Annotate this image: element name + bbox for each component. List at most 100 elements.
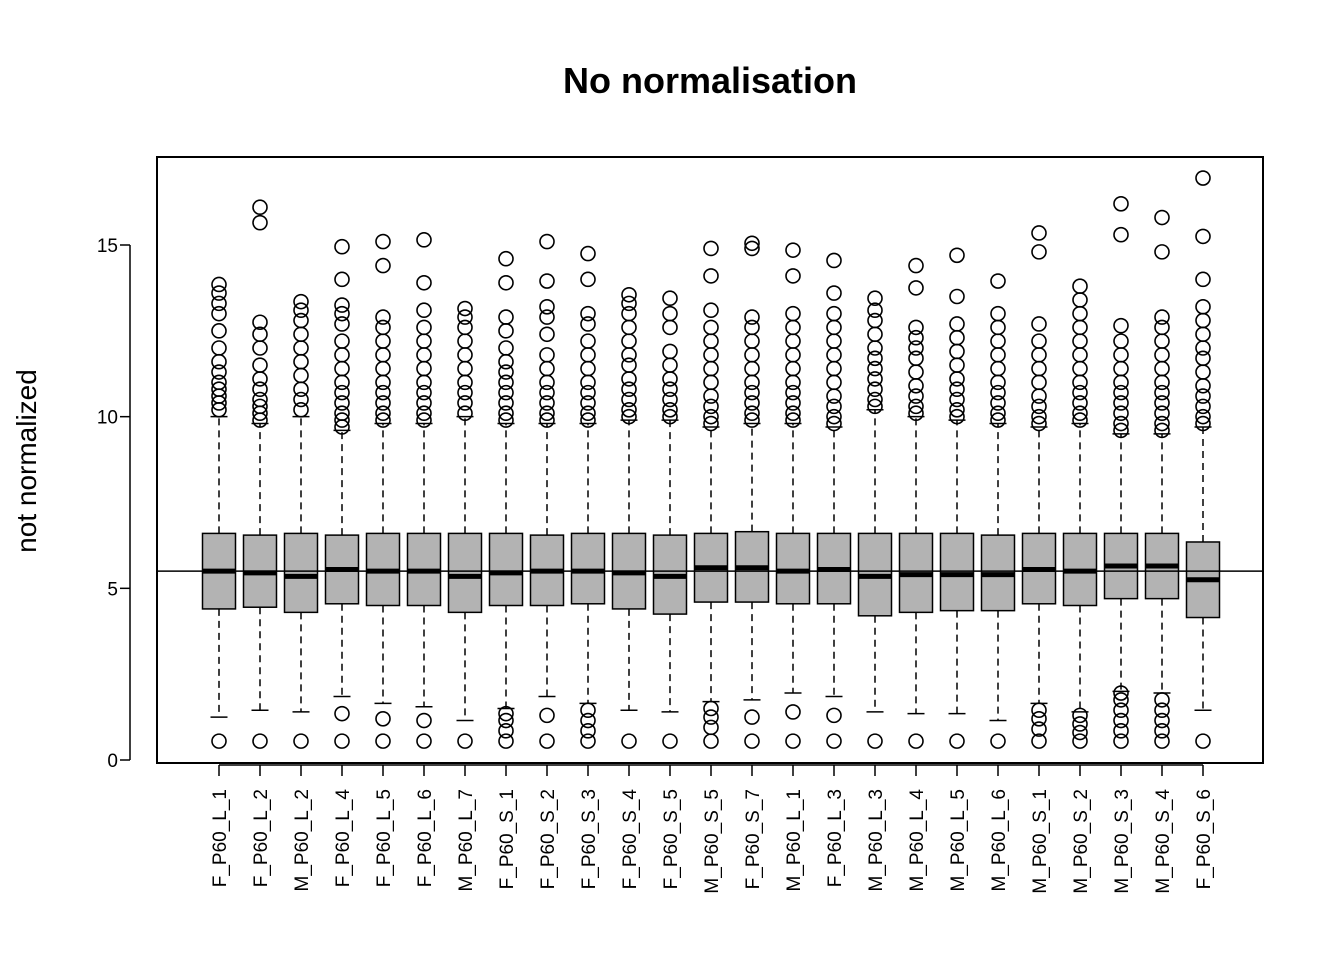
outlier-point [703, 700, 719, 717]
outlier-point [498, 405, 514, 422]
y-tick-label: 0 [107, 751, 118, 772]
outlier-point [1072, 278, 1088, 295]
outlier-point [867, 398, 883, 415]
outlier-point [293, 302, 309, 319]
outlier-point [908, 340, 924, 356]
x-tick-label: M_P60_L_2 [292, 789, 313, 891]
outlier-point [539, 273, 555, 289]
outlier-point [1113, 395, 1129, 411]
box [488, 532, 524, 607]
outlier-point [211, 364, 227, 380]
outlier-point [949, 408, 965, 425]
outlier-point [1195, 398, 1211, 415]
outlier-point [498, 412, 514, 428]
outlier-point [457, 309, 473, 325]
outlier-point [1113, 415, 1129, 432]
outlier-point [908, 733, 924, 749]
outlier-point [867, 350, 883, 367]
outlier-point [785, 384, 801, 401]
outlier-point [1154, 415, 1170, 432]
outlier-point [539, 395, 555, 411]
outlier-point [211, 305, 227, 322]
outlier-point [334, 305, 350, 322]
outlier-point [1113, 702, 1129, 719]
outlier-point [211, 276, 227, 293]
outlier-point [252, 326, 268, 343]
outlier-point [990, 412, 1006, 428]
outlier-point [211, 285, 227, 301]
outlier-point [1113, 723, 1129, 739]
outlier-point [252, 214, 268, 231]
outlier-point [1031, 710, 1047, 727]
outlier-point [498, 250, 514, 267]
outlier-point [826, 415, 842, 432]
outlier-point [1072, 707, 1088, 724]
outlier-point [1072, 412, 1088, 428]
outlier-point [703, 415, 719, 432]
outlier-point [293, 293, 309, 310]
outlier-point [744, 733, 760, 749]
outlier-point [826, 733, 842, 749]
outlier-point [580, 245, 596, 262]
outlier-point [785, 412, 801, 428]
outlier-point [703, 719, 719, 736]
outlier-point [908, 350, 924, 367]
outlier-point [334, 316, 350, 332]
outlier-point [580, 305, 596, 322]
outlier-point [949, 401, 965, 418]
outlier-point [949, 391, 965, 408]
outlier-point [826, 408, 842, 425]
outlier-point [539, 298, 555, 315]
outlier-point [498, 274, 514, 291]
outlier-point [539, 405, 555, 422]
outlier-point [1113, 333, 1129, 349]
x-tick-label: M_P60_S_5 [702, 789, 723, 894]
outlier-point [1072, 716, 1088, 732]
outlier-point [375, 384, 391, 401]
outlier-point [416, 274, 432, 291]
outlier-point [539, 233, 555, 250]
outlier-point [662, 391, 678, 408]
outlier-point [1195, 733, 1211, 749]
box [939, 532, 975, 612]
outlier-point [908, 280, 924, 296]
outlier-point [580, 316, 596, 332]
outlier-point [293, 733, 309, 749]
x-tick-label: F_P60_L_4 [333, 789, 354, 888]
outlier-point [744, 319, 760, 336]
outlier-point [252, 398, 268, 415]
outlier-point [498, 340, 514, 356]
outlier-point [252, 314, 268, 331]
outlier-point [416, 384, 432, 401]
outlier-point [1113, 405, 1129, 422]
outlier-point [580, 395, 596, 411]
outlier-point [1113, 226, 1129, 243]
outlier-point [375, 309, 391, 325]
outlier-point [211, 323, 227, 339]
outlier-point [539, 412, 555, 428]
outlier-point [621, 733, 637, 749]
outlier-point [334, 405, 350, 422]
outlier-point [1072, 405, 1088, 422]
outlier-point [1072, 384, 1088, 401]
outlier-point [498, 705, 514, 722]
outlier-point [785, 733, 801, 749]
outlier-point [1072, 733, 1088, 749]
outlier-point [375, 257, 391, 274]
outlier-point [539, 707, 555, 724]
outlier-point [1031, 415, 1047, 432]
outlier-point [990, 384, 1006, 401]
outlier-point [1113, 317, 1129, 334]
outlier-point [744, 395, 760, 411]
x-tick-label: M_P60_S_3 [1112, 789, 1133, 894]
outlier-point [703, 319, 719, 336]
outlier-point [416, 412, 432, 428]
x-tick-label: M_P60_S_2 [1071, 789, 1092, 894]
outlier-point [252, 357, 268, 373]
outlier-point [375, 395, 391, 411]
outlier-point [785, 395, 801, 411]
outlier-point [457, 395, 473, 411]
outlier-point [580, 333, 596, 349]
outlier-point [457, 384, 473, 401]
